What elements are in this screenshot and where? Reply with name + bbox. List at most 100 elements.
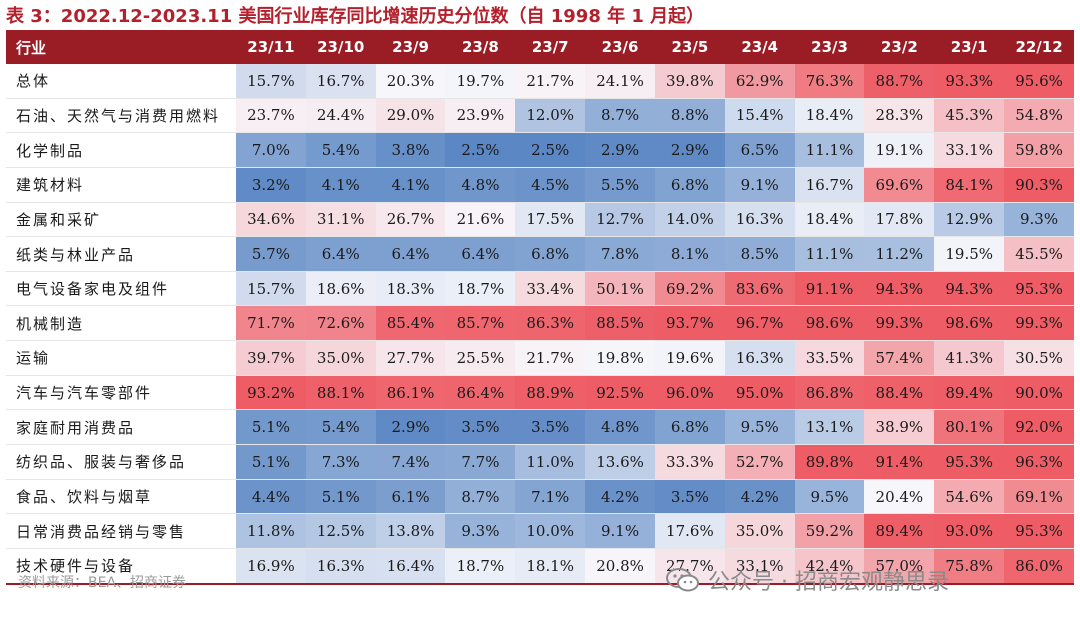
heat-cell: 13.8% [375, 513, 446, 549]
heat-cell: 6.4% [305, 236, 376, 272]
heat-cell: 18.1% [515, 548, 586, 584]
heat-cell: 96.7% [724, 305, 795, 341]
heat-cell: 16.9% [236, 548, 306, 584]
heat-cell: 5.1% [236, 444, 306, 480]
industry-name: 总体 [6, 64, 236, 99]
heat-cell: 92.0% [1004, 409, 1074, 445]
heat-cell: 93.7% [654, 305, 725, 341]
heat-cell: 2.9% [654, 132, 725, 168]
table-row: 建筑材料 3.2% 4.1% 4.1% 4.8% 4.5% 5.5% 6.8% 9.1% 16.7… [6, 167, 1074, 203]
heat-cell: 21.7% [515, 340, 586, 376]
heat-cell: 4.2% [724, 479, 795, 514]
heat-cell: 11.0% [515, 444, 586, 480]
heat-cell: 9.5% [724, 409, 795, 445]
heat-cell: 69.6% [864, 167, 935, 203]
industry-name: 纸类与林业产品 [6, 236, 236, 272]
table-row: 纺织品、服装与奢侈品 5.1% 7.3% 7.4% 7.7% 11.0% 13.6% 33.3… [6, 444, 1074, 480]
heat-cell: 93.3% [934, 64, 1005, 99]
heat-cell: 16.3% [724, 202, 795, 237]
heat-cell: 17.8% [864, 202, 935, 237]
heat-cell: 95.3% [934, 444, 1005, 480]
heat-cell: 98.6% [934, 305, 1005, 341]
heatmap-table: 行业 23/11 23/10 23/9 23/8 23/7 23/6 23/5 23/4 23/… [6, 30, 1074, 585]
heat-cell: 2.9% [375, 409, 446, 445]
heat-cell: 13.6% [585, 444, 655, 480]
heat-cell: 90.0% [1004, 375, 1074, 410]
table-row: 电气设备家电及组件 15.7% 18.6% 18.3% 18.7% 33.4% 50.1% 6… [6, 271, 1074, 306]
heat-cell: 3.5% [515, 409, 586, 445]
heat-cell: 39.8% [654, 64, 725, 99]
heat-cell: 19.7% [445, 64, 516, 99]
heat-cell: 33.5% [794, 340, 865, 376]
heat-cell: 4.8% [445, 167, 516, 203]
heat-cell: 33.1% [724, 548, 795, 584]
heat-cell: 80.1% [934, 409, 1005, 445]
heat-cell: 50.1% [585, 271, 655, 306]
heat-cell: 12.7% [585, 202, 655, 237]
heat-cell: 9.5% [794, 479, 865, 514]
heat-cell: 86.1% [375, 375, 446, 410]
heat-cell: 12.5% [305, 513, 376, 549]
heat-cell: 6.8% [654, 409, 725, 445]
heat-cell: 19.1% [864, 132, 935, 168]
heat-cell: 8.7% [445, 479, 516, 514]
industry-name: 汽车与汽车零部件 [6, 375, 236, 410]
table-row: 机械制造 71.7% 72.6% 85.4% 85.7% 86.3% 88.5% 93.7% 9… [6, 305, 1074, 341]
heat-cell: 54.6% [934, 479, 1005, 514]
heat-cell: 94.3% [934, 271, 1005, 306]
column-header: 23/9 [375, 30, 446, 64]
heat-cell: 45.5% [1004, 236, 1074, 272]
watermark: 公众号 · 招商宏观静思录 [666, 565, 949, 595]
heat-cell: 24.1% [585, 64, 655, 99]
heat-cell: 6.4% [375, 236, 446, 272]
heat-cell: 57.0% [864, 548, 935, 584]
heat-cell: 23.9% [445, 98, 516, 133]
heat-cell: 4.5% [515, 167, 586, 203]
heat-cell: 7.0% [236, 132, 306, 168]
heat-cell: 16.4% [375, 548, 446, 584]
column-header: 23/10 [305, 30, 376, 64]
table-row: 运输 39.7% 35.0% 27.7% 25.5% 21.7% 19.8% 19.6% 16.… [6, 340, 1074, 376]
table-row: 化学制品 7.0% 5.4% 3.8% 2.5% 2.5% 2.9% 2.9% 6.5% 11.1… [6, 132, 1074, 168]
heat-cell: 39.7% [236, 340, 306, 376]
heat-cell: 33.1% [934, 132, 1005, 168]
heat-cell: 69.1% [1004, 479, 1074, 514]
table-row: 汽车与汽车零部件 93.2% 88.1% 86.1% 86.4% 88.9% 92.5% 96… [6, 375, 1074, 410]
heat-cell: 20.3% [375, 64, 446, 99]
heat-cell: 96.0% [654, 375, 725, 410]
industry-name: 化学制品 [6, 132, 236, 168]
table-row: 日常消费品经销与零售 11.8% 12.5% 13.8% 9.3% 10.0% 9.1% 17… [6, 513, 1074, 549]
heat-cell: 6.5% [724, 132, 795, 168]
heat-cell: 5.5% [585, 167, 655, 203]
table-row: 总体 15.7% 16.7% 20.3% 19.7% 21.7% 24.1% 39.8% 62.… [6, 64, 1074, 99]
heat-cell: 86.8% [794, 375, 865, 410]
heat-cell: 99.3% [864, 305, 935, 341]
heat-cell: 85.4% [375, 305, 446, 341]
heat-cell: 15.7% [236, 64, 306, 99]
column-header: 23/5 [654, 30, 725, 64]
heat-cell: 9.3% [1004, 202, 1074, 237]
heat-cell: 3.8% [375, 132, 446, 168]
industry-name: 家庭耐用消费品 [6, 409, 236, 445]
heat-cell: 17.5% [515, 202, 586, 237]
heat-cell: 2.5% [445, 132, 516, 168]
heat-cell: 27.7% [375, 340, 446, 376]
heat-cell: 17.6% [654, 513, 725, 549]
heat-cell: 96.3% [1004, 444, 1074, 480]
heat-cell: 26.7% [375, 202, 446, 237]
heat-cell: 59.2% [794, 513, 865, 549]
heat-cell: 30.5% [1004, 340, 1074, 376]
heat-cell: 83.6% [724, 271, 795, 306]
heat-cell: 5.1% [305, 479, 376, 514]
heat-cell: 24.4% [305, 98, 376, 133]
heat-cell: 7.8% [585, 236, 655, 272]
heat-cell: 6.8% [654, 167, 725, 203]
heat-cell: 88.4% [864, 375, 935, 410]
heat-cell: 91.1% [794, 271, 865, 306]
wechat-icon [666, 568, 700, 592]
heat-cell: 5.7% [236, 236, 306, 272]
heat-cell: 99.3% [1004, 305, 1074, 341]
heat-cell: 9.3% [445, 513, 516, 549]
heat-cell: 34.6% [236, 202, 306, 237]
heat-cell: 84.1% [934, 167, 1005, 203]
